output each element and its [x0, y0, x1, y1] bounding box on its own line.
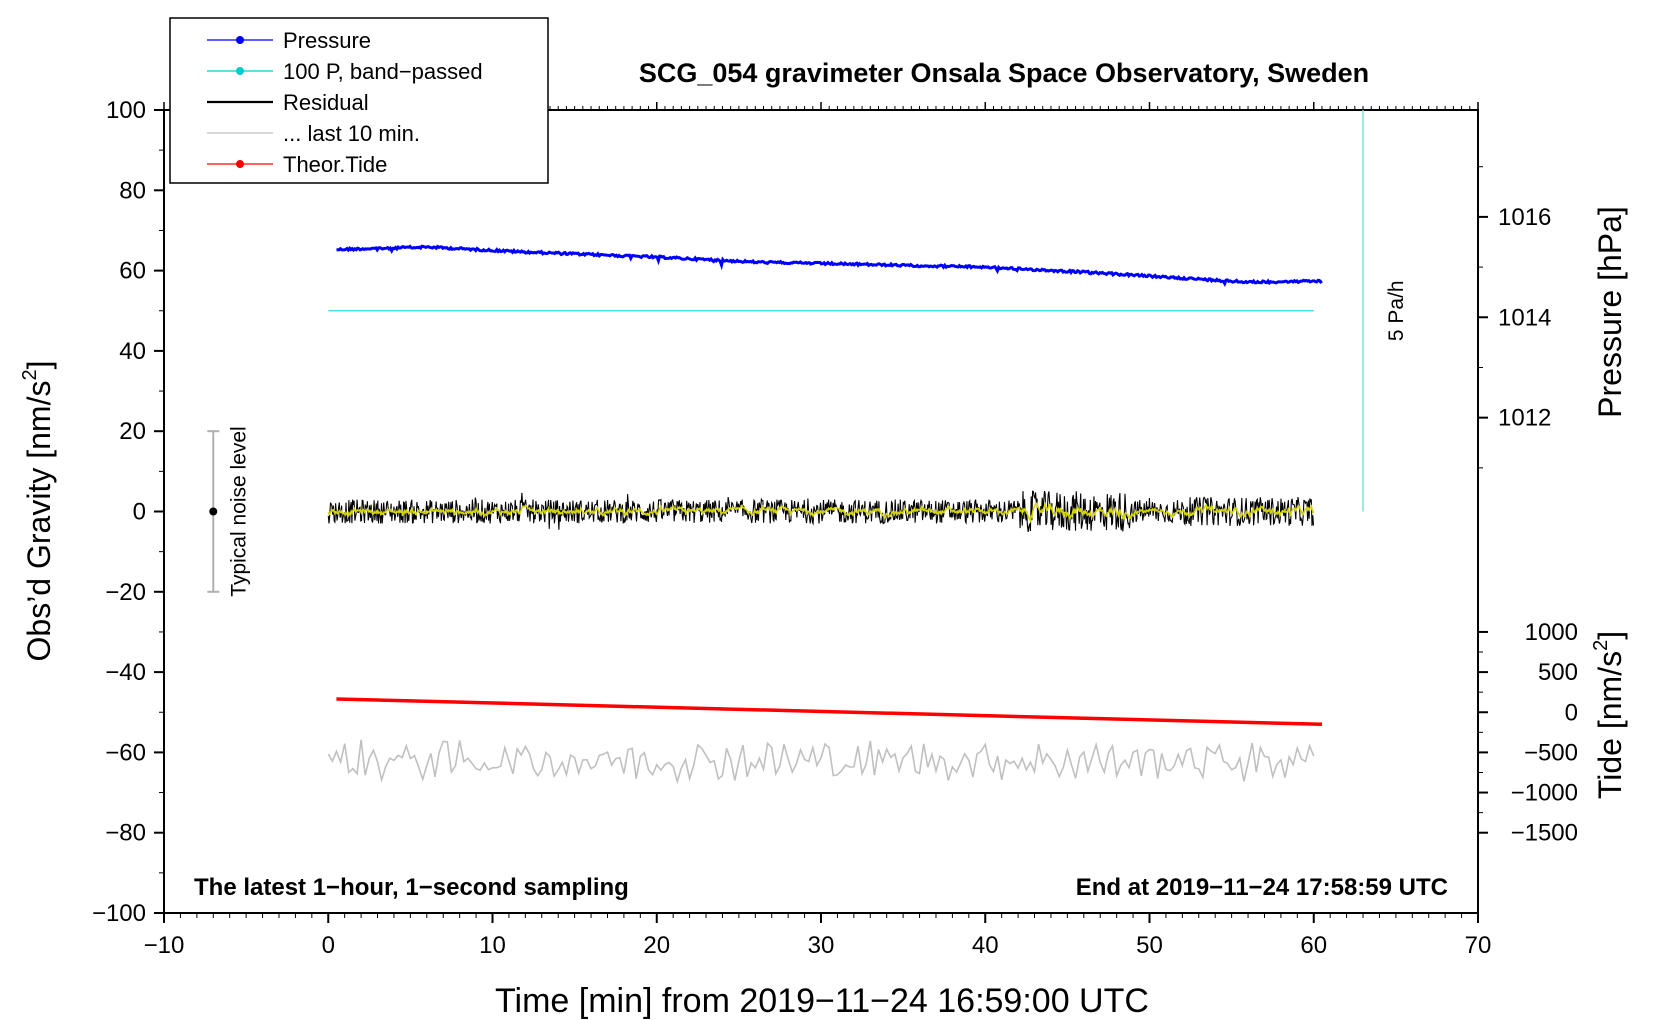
x-tick-label: 40 [972, 932, 999, 959]
pressure-tick-label: 1016 [1498, 204, 1551, 231]
x-tick-label: 70 [1465, 932, 1492, 959]
tide-tick-label: −1000 [1511, 780, 1578, 807]
series-residual-smoothed-line [327, 501, 1315, 524]
legend-swatch-marker [236, 36, 244, 44]
tide-axis-label-sup: 2 [1590, 640, 1612, 651]
pressure-tick-label: 1012 [1498, 405, 1551, 432]
series-last-10-min-line [327, 739, 1315, 785]
x-tick-label: −10 [144, 932, 185, 959]
noise-bar-label: Typical noise level [227, 426, 250, 596]
legend-label: 100 P, band−passed [283, 59, 483, 84]
x-tick-label: 10 [479, 932, 506, 959]
chart-title: SCG_054 gravimeter Onsala Space Observat… [639, 58, 1369, 88]
y-tick-label: 40 [119, 338, 146, 365]
legend-swatch-marker [236, 160, 244, 168]
y-axis-tide: 1000 500 0 −500 −1000 −1500 [1478, 619, 1578, 847]
legend-label: Residual [283, 90, 369, 115]
y-axis-left: 100 80 60 40 20 0 −20 −40 −60 −80 −100 [92, 97, 164, 927]
tide-axis-label-close: ] [1592, 631, 1628, 640]
x-axis-label: Time [min] from 2019−11−24 16:59:00 UTC [495, 982, 1149, 1020]
x-tick-label: 60 [1300, 932, 1327, 959]
pressure-axis-label: Pressure [hPa] [1592, 206, 1628, 418]
y-tick-label: 20 [119, 418, 146, 445]
x-tick-label: 30 [808, 932, 835, 959]
tide-axis-label: Tide [nm/s2] [1590, 631, 1628, 799]
legend-label: Pressure [283, 28, 371, 53]
legend-box [169, 17, 549, 184]
y-tick-label: −20 [105, 579, 146, 606]
tide-axis-label-text: Tide [nm/s [1592, 651, 1628, 799]
noise-bar-center-dot [209, 507, 218, 516]
y-axis-left-label-text: Obs’d Gravity [nm/s [21, 381, 57, 662]
y-tick-label: 80 [119, 177, 146, 204]
annotation-latest-hour: The latest 1−hour, 1−second sampling [194, 874, 629, 901]
x-tick-label: 0 [322, 932, 335, 959]
x-tick-label: 20 [643, 932, 670, 959]
y-tick-label: −60 [105, 739, 146, 766]
y-tick-label: −40 [105, 659, 146, 686]
y-axis-left-label-sup: 2 [19, 369, 41, 380]
pressure-tick-label: 1014 [1498, 304, 1551, 331]
series-pressure-line [336, 244, 1323, 288]
rate-bar-label: 5 Pa/h [1385, 280, 1408, 341]
y-tick-label: −100 [92, 900, 146, 927]
series-layer [327, 244, 1323, 785]
y-tick-label: 60 [119, 258, 146, 285]
y-axis-left-label: Obs’d Gravity [nm/s2] [19, 361, 57, 662]
x-tick-label: 50 [1136, 932, 1163, 959]
series-residual-line [327, 490, 1315, 532]
legend-label: Theor.Tide [283, 152, 387, 177]
annotation-layer: Typical noise level 5 Pa/h [207, 110, 1408, 597]
annotation-end-time: End at 2019−11−24 17:58:59 UTC [1076, 874, 1448, 901]
y-tick-label: 100 [106, 97, 146, 124]
legend: Pressure 100 P, band−passed Residual ... la… [169, 17, 549, 184]
tide-tick-label: 500 [1538, 659, 1578, 686]
tide-tick-label: −500 [1524, 739, 1578, 766]
tide-tick-label: 0 [1565, 699, 1578, 726]
y-axis-left-label-close: ] [21, 361, 57, 370]
y-tick-label: 0 [133, 499, 146, 526]
legend-label: ... last 10 min. [283, 121, 420, 146]
legend-swatch-marker [236, 67, 244, 75]
series-theor-tide-line [336, 697, 1323, 727]
tide-tick-label: −1500 [1511, 820, 1578, 847]
x-axis: −10 0 10 20 30 40 50 60 70 [144, 102, 1492, 959]
tide-tick-label: 1000 [1525, 619, 1578, 646]
y-tick-label: −80 [105, 820, 146, 847]
y-axis-pressure: 1016 1014 1012 [1478, 166, 1551, 469]
